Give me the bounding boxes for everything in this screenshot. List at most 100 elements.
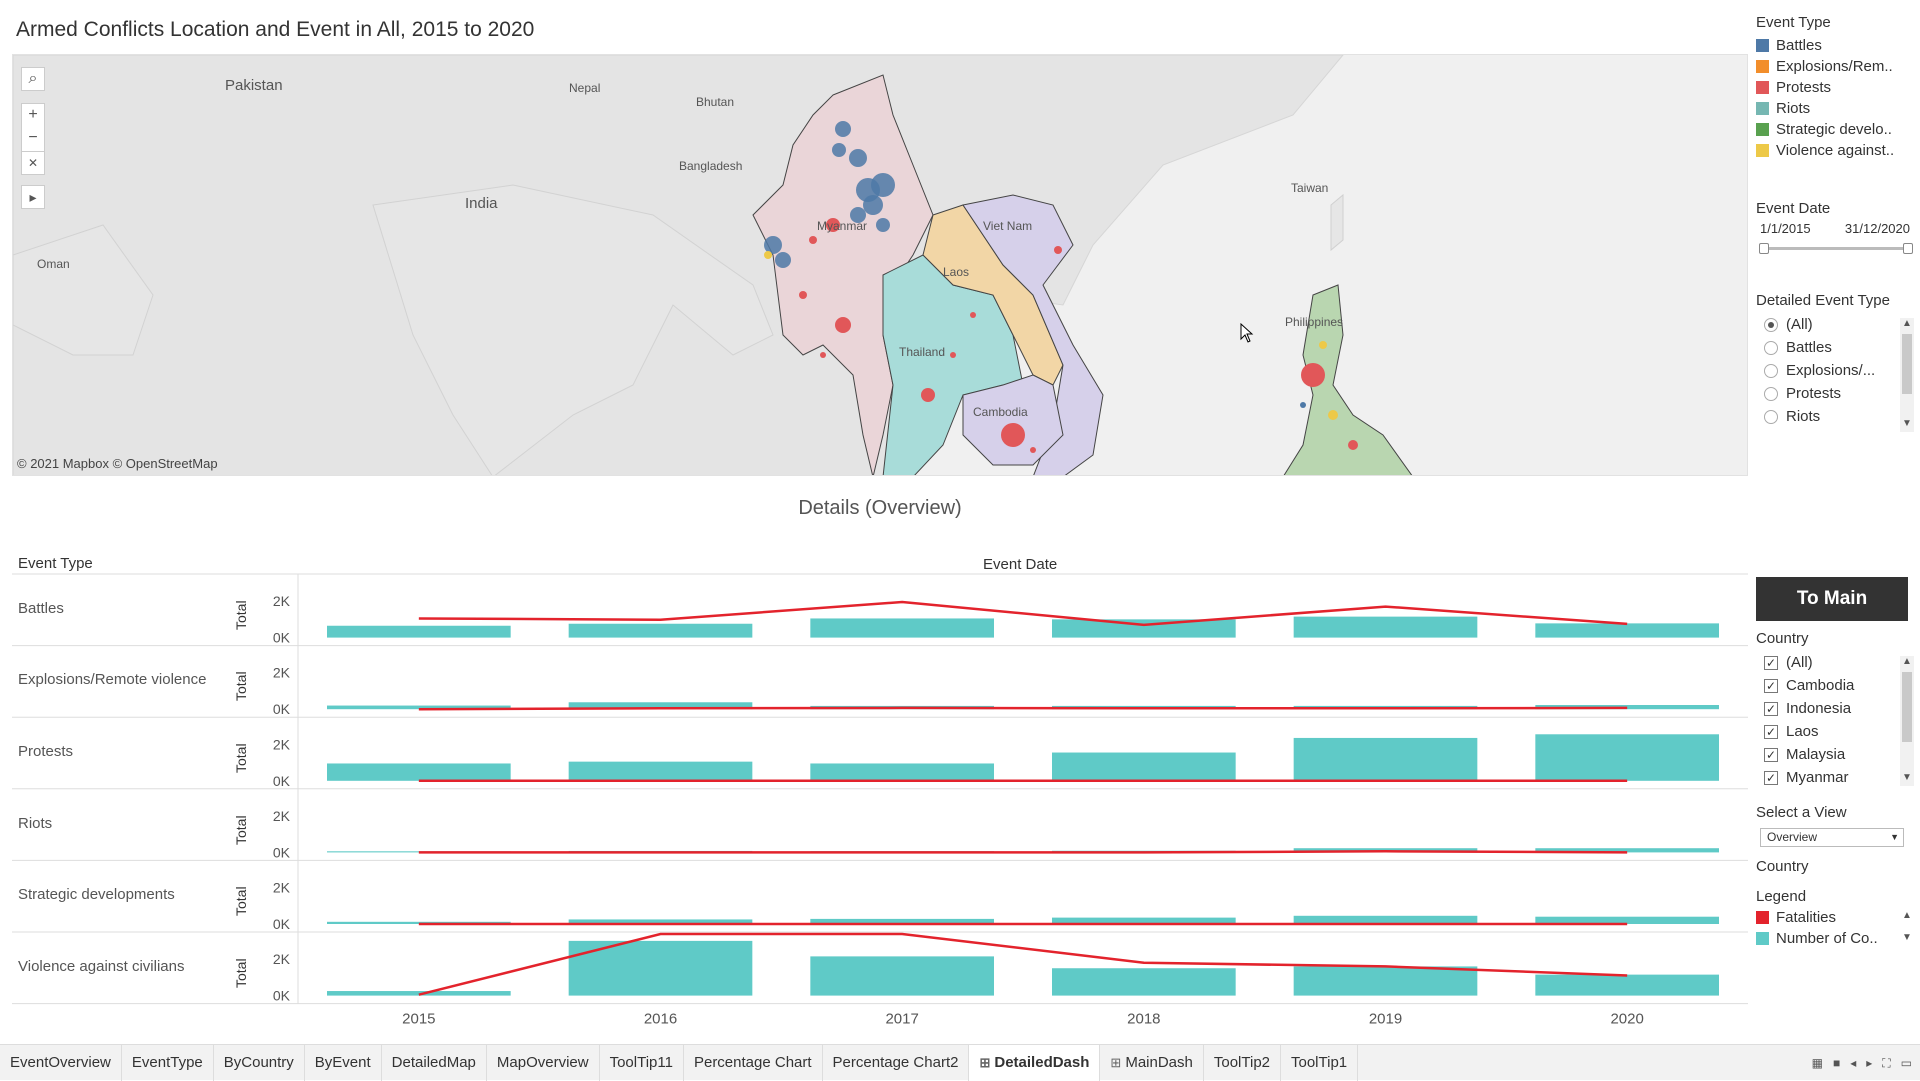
- measure-legend-item[interactable]: Number of Co..: [1756, 928, 1914, 949]
- y-tick-label[interactable]: 2K: [273, 736, 291, 752]
- scroll-down-icon[interactable]: ▼: [1902, 932, 1912, 943]
- x-tick-label[interactable]: 2017: [885, 1011, 918, 1028]
- bar[interactable]: [568, 623, 753, 638]
- radio-option[interactable]: (All): [1756, 313, 1914, 336]
- y-tick-label[interactable]: 2K: [273, 951, 291, 967]
- country-option[interactable]: ✓ Indonesia: [1756, 697, 1914, 720]
- bar[interactable]: [810, 763, 994, 781]
- bar[interactable]: [1052, 968, 1236, 996]
- y-tick-label[interactable]: 0K: [273, 916, 291, 932]
- legend-item[interactable]: Explosions/Rem..: [1756, 56, 1914, 77]
- radio-icon[interactable]: [1764, 340, 1778, 355]
- country-scrollbar[interactable]: ▲ ▼: [1900, 656, 1914, 786]
- y-tick-label[interactable]: 2K: [273, 808, 291, 824]
- tab-bycountry[interactable]: ByCountry: [214, 1044, 305, 1081]
- bar[interactable]: [1293, 966, 1478, 996]
- y-tick-label[interactable]: 0K: [273, 773, 291, 789]
- radio-option[interactable]: Protests: [1756, 382, 1914, 405]
- bar[interactable]: [1293, 616, 1478, 638]
- checkbox-checked-icon[interactable]: ✓: [1764, 770, 1778, 785]
- bar[interactable]: [1293, 915, 1478, 924]
- fatalities-line[interactable]: [418, 706, 1628, 711]
- reset-map-button[interactable]: ✕: [21, 151, 45, 175]
- fatalities-line[interactable]: [418, 850, 1628, 854]
- bar[interactable]: [810, 956, 994, 996]
- country-option[interactable]: ✓ Cambodia: [1756, 674, 1914, 697]
- x-tick-label[interactable]: 2016: [644, 1011, 677, 1028]
- details-chart[interactable]: 2K 0K 2K 0K 2K 0K 2K 0K 2K 0K 2K 0K 2015 2016 2017 2018…: [0, 570, 1760, 1030]
- bar[interactable]: [1052, 752, 1236, 781]
- x-tick-label[interactable]: 2019: [1369, 1011, 1402, 1028]
- country-option[interactable]: ✓ Laos: [1756, 720, 1914, 743]
- bar[interactable]: [1293, 737, 1478, 781]
- tab-tooltip1[interactable]: ToolTip1: [1281, 1044, 1359, 1081]
- y-tick-label[interactable]: 0K: [273, 988, 291, 1004]
- bar[interactable]: [1535, 705, 1719, 710]
- radio-option[interactable]: Riots: [1756, 405, 1914, 428]
- filter-scrollbar[interactable]: ▲ ▼: [1900, 318, 1914, 432]
- radio-icon[interactable]: [1764, 363, 1778, 378]
- tab-byevent[interactable]: ByEvent: [305, 1044, 382, 1081]
- legend-item[interactable]: Strategic develo..: [1756, 119, 1914, 140]
- tab-mapoverview[interactable]: MapOverview: [487, 1044, 600, 1081]
- legend-item[interactable]: Protests: [1756, 77, 1914, 98]
- x-tick-label[interactable]: 2015: [402, 1011, 435, 1028]
- bar[interactable]: [327, 625, 511, 638]
- list-view-icon[interactable]: ■: [1832, 1056, 1841, 1070]
- legend-item[interactable]: Riots: [1756, 98, 1914, 119]
- checkbox-checked-icon[interactable]: ✓: [1764, 701, 1778, 716]
- conflict-map[interactable]: Pakistan Nepal Bhutan Bangladesh India O…: [12, 54, 1748, 476]
- bar[interactable]: [327, 991, 511, 996]
- bar[interactable]: [1052, 917, 1236, 924]
- country-filter[interactable]: Country ✓ (All) ✓ Cambodia ✓ Indonesia ✓ Laos ✓ M…: [1756, 630, 1914, 792]
- present-icon[interactable]: ▭: [1900, 1056, 1912, 1070]
- tab-detaileddash[interactable]: ⊞ DetailedDash: [969, 1044, 1101, 1081]
- country-option[interactable]: ✓ (All): [1756, 651, 1914, 674]
- fullscreen-icon[interactable]: ⛶: [1882, 1056, 1891, 1070]
- tab-percentage-chart2[interactable]: Percentage Chart2: [823, 1044, 970, 1081]
- bar[interactable]: [568, 702, 753, 710]
- date-range-slider[interactable]: [1759, 242, 1913, 256]
- radio-option[interactable]: Battles: [1756, 336, 1914, 359]
- bar[interactable]: [1535, 848, 1719, 853]
- detailed-event-type-filter[interactable]: Detailed Event Type (All) Battles Explosio…: [1756, 292, 1914, 438]
- bar[interactable]: [568, 761, 753, 781]
- x-tick-label[interactable]: 2020: [1610, 1011, 1643, 1028]
- bar[interactable]: [1535, 974, 1719, 996]
- scroll-up-icon[interactable]: ▲: [1902, 910, 1912, 921]
- tab-eventtype[interactable]: EventType: [122, 1044, 214, 1081]
- fatalities-line[interactable]: [418, 932, 1628, 996]
- tab-tooltip2[interactable]: ToolTip2: [1204, 1044, 1281, 1081]
- tab-maindash[interactable]: ⊞ MainDash: [1100, 1044, 1204, 1081]
- bar[interactable]: [327, 763, 511, 781]
- y-tick-label[interactable]: 2K: [273, 880, 291, 896]
- radio-icon[interactable]: [1764, 409, 1778, 424]
- slider-handle-end[interactable]: [1903, 243, 1913, 254]
- scroll-up-icon[interactable]: ▲: [1902, 656, 1912, 667]
- event-date-filter[interactable]: Event Date 1/1/2015 31/12/2020: [1756, 200, 1914, 256]
- checkbox-checked-icon[interactable]: ✓: [1764, 747, 1778, 762]
- y-tick-label[interactable]: 2K: [273, 665, 291, 681]
- legend-item[interactable]: Violence against..: [1756, 140, 1914, 161]
- zoom-in-button[interactable]: +: [21, 103, 45, 127]
- y-tick-label[interactable]: 0K: [273, 844, 291, 860]
- bar[interactable]: [810, 918, 994, 924]
- slider-handle-start[interactable]: [1759, 243, 1769, 254]
- scroll-up-icon[interactable]: ▲: [1902, 318, 1912, 329]
- tab-tooltip11[interactable]: ToolTip11: [600, 1044, 684, 1081]
- checkbox-checked-icon[interactable]: ✓: [1764, 724, 1778, 739]
- tab-detailedmap[interactable]: DetailedMap: [382, 1044, 487, 1081]
- tab-percentage-chart[interactable]: Percentage Chart: [684, 1044, 823, 1081]
- country-option[interactable]: ✓ Malaysia: [1756, 743, 1914, 766]
- country-option[interactable]: ✓ Myanmar: [1756, 766, 1914, 789]
- checkbox-checked-icon[interactable]: ✓: [1764, 678, 1778, 693]
- bar[interactable]: [1535, 623, 1719, 638]
- radio-icon[interactable]: [1764, 317, 1778, 332]
- tab-eventoverview[interactable]: EventOverview: [0, 1044, 122, 1081]
- y-tick-label[interactable]: 2K: [273, 593, 291, 609]
- prev-icon[interactable]: ◂: [1850, 1056, 1857, 1070]
- checkbox-checked-icon[interactable]: ✓: [1764, 655, 1778, 670]
- radio-option[interactable]: Explosions/...: [1756, 359, 1914, 382]
- y-tick-label[interactable]: 0K: [273, 630, 291, 646]
- bar[interactable]: [568, 919, 753, 924]
